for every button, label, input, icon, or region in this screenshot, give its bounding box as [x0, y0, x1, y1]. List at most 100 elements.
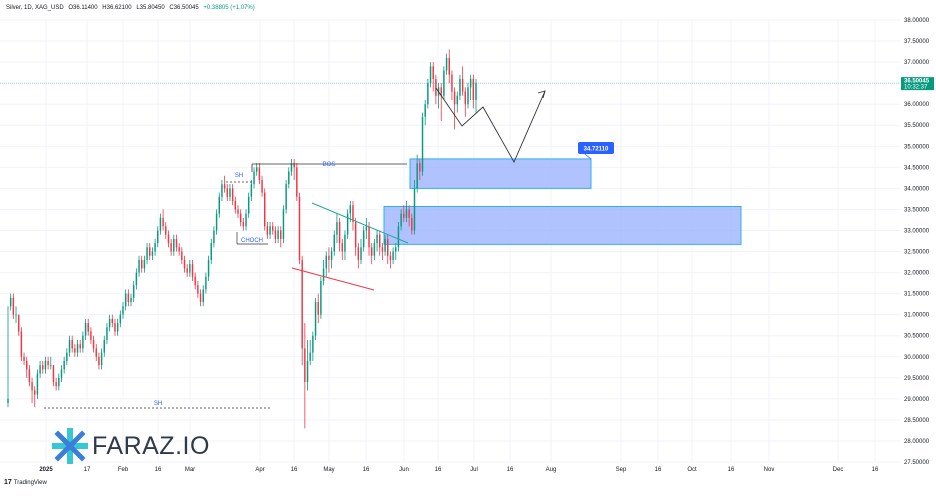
candle: [397, 222, 400, 252]
candle: [381, 243, 384, 260]
candle-body: [194, 276, 196, 286]
candle: [354, 217, 357, 256]
candle: [312, 331, 314, 361]
candle: [111, 314, 114, 328]
x-tick-label: 16: [363, 467, 370, 473]
candle-body: [42, 365, 44, 370]
candle: [124, 289, 127, 311]
candle-body: [274, 230, 277, 239]
candle: [440, 83, 442, 122]
candle-body: [309, 352, 311, 361]
candle: [365, 217, 368, 239]
candle: [239, 209, 242, 227]
last-price-badge: [901, 77, 934, 91]
tradingview-logo-icon: 17: [4, 479, 12, 486]
sh-upper-label: SH: [235, 173, 243, 179]
candle-body: [17, 314, 20, 332]
candle-body: [95, 348, 97, 357]
candle-body: [234, 201, 237, 210]
x-tick-label: Oct: [687, 467, 697, 473]
candle-body: [132, 285, 135, 298]
candle: [170, 238, 172, 256]
candle-body: [360, 247, 362, 260]
candle-body: [263, 192, 266, 227]
candle: [221, 179, 223, 202]
candle-body: [111, 318, 114, 324]
y-tick-label: 31.00000: [904, 313, 930, 319]
candle-body: [130, 297, 132, 303]
candle: [194, 272, 196, 290]
candle: [341, 238, 344, 260]
candle-body: [419, 163, 421, 172]
x-tick-label: 16: [872, 467, 879, 473]
candle-body: [370, 247, 373, 256]
symbol-label: Silver, 1D, XAG_USD: [6, 5, 64, 11]
y-tick-label: 36.00000: [904, 102, 930, 108]
candle: [210, 238, 212, 265]
tradingview-brand[interactable]: 17 TradingView: [4, 479, 47, 486]
candle: [306, 339, 309, 391]
x-tick-label: 16: [655, 467, 662, 473]
candle-body: [389, 255, 392, 260]
candle-body: [165, 226, 167, 235]
candle: [231, 184, 234, 206]
candle-body: [199, 293, 202, 303]
candle: [55, 377, 57, 391]
y-tick-label: 29.50000: [904, 376, 930, 382]
candle-body: [400, 213, 402, 227]
candle-body: [413, 188, 416, 231]
candle-body: [197, 285, 199, 294]
candle: [98, 352, 100, 370]
y-tick-label: 35.50000: [904, 123, 930, 129]
x-tick-label: Apr: [255, 467, 264, 473]
candle-body: [453, 91, 456, 105]
candle-body: [312, 335, 314, 353]
y-tick-label: 29.00000: [904, 397, 930, 403]
candle: [266, 222, 269, 239]
candle-body: [285, 184, 287, 210]
candle-body: [213, 230, 215, 244]
candle: [42, 360, 44, 374]
x-tick-label: Feb: [118, 467, 129, 473]
candle-body: [365, 226, 368, 231]
candle: [178, 243, 180, 256]
candle-body: [239, 213, 242, 223]
candle: [223, 175, 226, 193]
candle: [50, 356, 52, 370]
candle-body: [237, 209, 239, 214]
candle-body: [106, 327, 108, 340]
candle: [392, 247, 394, 265]
candle-body: [229, 188, 231, 197]
candle: [12, 293, 15, 319]
candle-body: [207, 259, 210, 277]
candle: [52, 365, 55, 387]
candle: [395, 243, 397, 260]
candle-body: [247, 196, 250, 214]
candle-body: [170, 243, 172, 252]
candle: [31, 377, 33, 404]
candle: [154, 238, 156, 256]
candle-body: [443, 70, 445, 96]
y-tick-label: 34.50000: [904, 165, 930, 171]
candle: [28, 365, 31, 387]
candle-body: [403, 213, 405, 218]
x-tick-label: May: [323, 467, 334, 473]
candle: [66, 348, 68, 366]
candle-body: [100, 352, 103, 366]
candle: [199, 289, 202, 307]
candle: [427, 78, 429, 109]
y-tick-label: 37.50000: [904, 39, 930, 45]
candle: [293, 158, 295, 180]
candle-body: [277, 230, 279, 239]
candle-body: [336, 222, 338, 235]
candle: [207, 255, 210, 281]
candle-body: [282, 209, 285, 239]
candle: [71, 335, 73, 353]
candle-body: [290, 163, 293, 172]
y-tick-label: 31.50000: [904, 292, 930, 298]
candle-body: [266, 226, 269, 235]
candle-body: [127, 293, 130, 303]
candle-body: [384, 238, 386, 252]
candle: [106, 323, 108, 345]
